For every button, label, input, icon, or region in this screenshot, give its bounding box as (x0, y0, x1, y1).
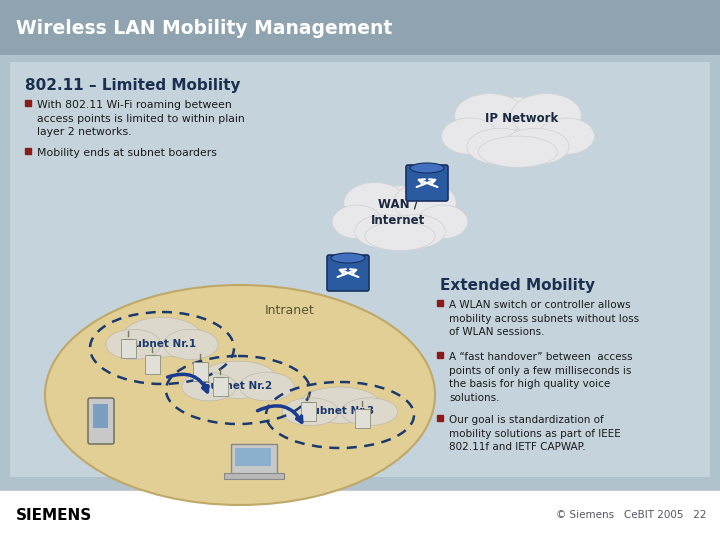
Ellipse shape (45, 285, 435, 505)
Ellipse shape (182, 372, 237, 401)
FancyBboxPatch shape (93, 404, 108, 428)
Ellipse shape (300, 387, 381, 423)
FancyBboxPatch shape (212, 376, 228, 395)
Ellipse shape (394, 183, 456, 223)
Ellipse shape (282, 398, 338, 426)
Ellipse shape (344, 183, 406, 223)
Ellipse shape (454, 93, 525, 137)
Ellipse shape (355, 214, 414, 248)
Ellipse shape (365, 222, 435, 251)
Ellipse shape (467, 129, 534, 165)
Ellipse shape (478, 136, 557, 167)
Ellipse shape (511, 93, 581, 137)
Ellipse shape (106, 329, 161, 360)
Text: A WLAN switch or controller allows
mobility across subnets without loss
of WLAN : A WLAN switch or controller allows mobil… (449, 300, 639, 337)
Ellipse shape (331, 253, 365, 263)
Text: Subnet Nr.1: Subnet Nr.1 (127, 339, 197, 349)
Text: Subnet Nr.2: Subnet Nr.2 (204, 381, 273, 391)
FancyBboxPatch shape (300, 402, 315, 421)
Text: Our goal is standardization of
mobility solutions as part of IEEE
802.11f and IE: Our goal is standardization of mobility … (449, 415, 621, 452)
Ellipse shape (418, 205, 468, 239)
FancyBboxPatch shape (120, 339, 135, 357)
Text: Mobility ends at subnet boarders: Mobility ends at subnet boarders (37, 148, 217, 158)
FancyBboxPatch shape (224, 473, 284, 479)
Ellipse shape (359, 186, 441, 236)
Text: WAN /
Internet: WAN / Internet (371, 198, 425, 226)
FancyBboxPatch shape (327, 255, 369, 291)
Ellipse shape (410, 163, 444, 173)
Ellipse shape (341, 398, 397, 426)
Text: Wireless LAN Mobility Management: Wireless LAN Mobility Management (16, 18, 392, 37)
FancyBboxPatch shape (235, 448, 271, 466)
FancyBboxPatch shape (231, 444, 277, 474)
FancyBboxPatch shape (192, 361, 207, 381)
FancyBboxPatch shape (354, 408, 369, 428)
Text: IP Network: IP Network (485, 111, 559, 125)
FancyBboxPatch shape (10, 62, 710, 477)
Text: 802.11 – Limited Mobility: 802.11 – Limited Mobility (25, 78, 240, 93)
Ellipse shape (332, 205, 382, 239)
Ellipse shape (539, 118, 595, 154)
Text: A “fast handover” between  access
points of only a few milliseconds is
the basis: A “fast handover” between access points … (449, 352, 632, 403)
Text: Subnet Nr.3: Subnet Nr.3 (305, 406, 374, 416)
Ellipse shape (472, 97, 564, 151)
Text: With 802.11 Wi-Fi roaming between
access points is limited to within plain
layer: With 802.11 Wi-Fi roaming between access… (37, 100, 245, 137)
Text: Intranet: Intranet (265, 303, 315, 316)
Text: SIEMENS: SIEMENS (16, 508, 92, 523)
Ellipse shape (240, 372, 294, 401)
FancyBboxPatch shape (0, 0, 720, 55)
Text: Extended Mobility: Extended Mobility (440, 278, 595, 293)
Ellipse shape (122, 318, 202, 357)
FancyBboxPatch shape (406, 165, 448, 201)
Ellipse shape (163, 329, 218, 360)
Ellipse shape (502, 129, 569, 165)
FancyBboxPatch shape (145, 354, 160, 374)
Text: © Siemens   CeBIT 2005   22: © Siemens CeBIT 2005 22 (556, 510, 706, 520)
Ellipse shape (199, 361, 278, 399)
Ellipse shape (441, 118, 498, 154)
FancyBboxPatch shape (0, 490, 720, 540)
Ellipse shape (386, 214, 445, 248)
FancyBboxPatch shape (88, 398, 114, 444)
